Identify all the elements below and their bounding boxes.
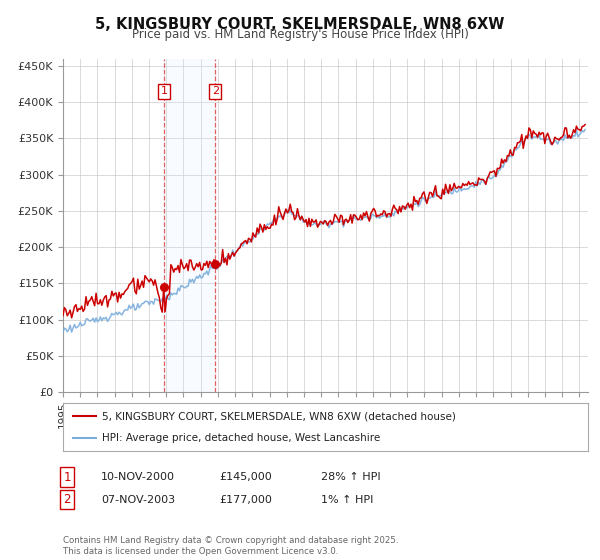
Text: Contains HM Land Registry data © Crown copyright and database right 2025.
This d: Contains HM Land Registry data © Crown c… xyxy=(63,536,398,556)
Text: 07-NOV-2003: 07-NOV-2003 xyxy=(101,494,175,505)
Text: 1% ↑ HPI: 1% ↑ HPI xyxy=(321,494,373,505)
Text: 2: 2 xyxy=(212,86,219,96)
Text: £145,000: £145,000 xyxy=(219,472,272,482)
Text: Price paid vs. HM Land Registry's House Price Index (HPI): Price paid vs. HM Land Registry's House … xyxy=(131,28,469,41)
Text: HPI: Average price, detached house, West Lancashire: HPI: Average price, detached house, West… xyxy=(103,433,380,443)
Text: 5, KINGSBURY COURT, SKELMERSDALE, WN8 6XW: 5, KINGSBURY COURT, SKELMERSDALE, WN8 6X… xyxy=(95,17,505,32)
Bar xyxy=(164,59,215,392)
Text: 1: 1 xyxy=(64,470,71,484)
Text: 10-NOV-2000: 10-NOV-2000 xyxy=(101,472,175,482)
Text: 1: 1 xyxy=(160,86,167,96)
Text: 28% ↑ HPI: 28% ↑ HPI xyxy=(321,472,380,482)
Text: 5, KINGSBURY COURT, SKELMERSDALE, WN8 6XW (detached house): 5, KINGSBURY COURT, SKELMERSDALE, WN8 6X… xyxy=(103,411,456,421)
Text: £177,000: £177,000 xyxy=(219,494,272,505)
Text: 2: 2 xyxy=(64,493,71,506)
